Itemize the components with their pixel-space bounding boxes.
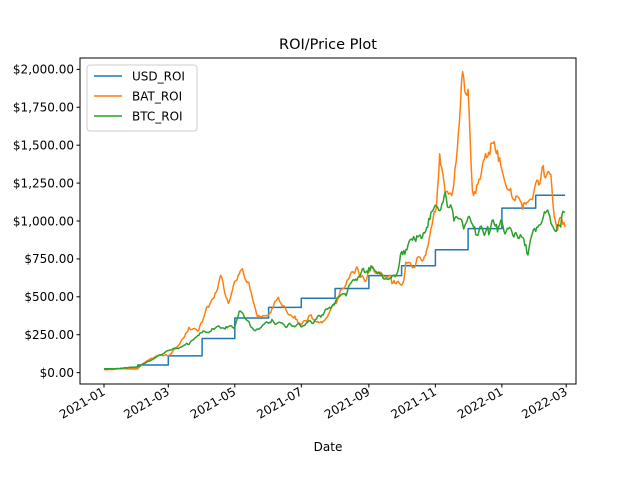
series-line-btc-roi xyxy=(104,191,566,370)
legend: USD_ROI BAT_ROI BTC_ROI xyxy=(86,64,198,132)
y-tick-label: $2,000.00 xyxy=(13,63,74,77)
legend-label: USD_ROI xyxy=(132,69,185,83)
x-tick-label: 2021-03 xyxy=(121,384,171,421)
series-line-usd-roi xyxy=(104,194,566,370)
y-tick-label: $750.00 xyxy=(24,252,74,266)
chart-title: ROI/Price Plot xyxy=(279,37,377,53)
y-tick-label: $0.00 xyxy=(40,366,74,380)
x-tick-label: 2022-01 xyxy=(455,384,505,421)
y-tick-label: $1,500.00 xyxy=(13,138,74,152)
x-tick-label: 2021-07 xyxy=(254,384,304,421)
y-tick-label: $1,250.00 xyxy=(13,176,74,190)
x-tick-label: 2021-11 xyxy=(388,384,438,421)
x-axis-label: Date xyxy=(314,440,343,454)
y-tick-label: $1,750.00 xyxy=(13,101,74,115)
y-tick-label: $250.00 xyxy=(24,328,74,342)
legend-label: BTC_ROI xyxy=(132,109,183,123)
x-tick-label: 2022-03 xyxy=(519,384,569,421)
x-tick-label: 2021-05 xyxy=(188,384,238,421)
legend-box xyxy=(86,64,198,132)
y-tick-label: $500.00 xyxy=(24,290,74,304)
y-tick-label: $1,000.00 xyxy=(13,214,74,228)
y-axis: $0.00 $250.00 $500.00 $750.00 $1,000.00 $1,25… xyxy=(13,63,80,380)
series-layer xyxy=(104,70,566,371)
x-axis: 2021-01 2021-03 2021-05 2021-07 2021-09 2021-… xyxy=(57,384,570,422)
x-tick-label: 2021-09 xyxy=(322,384,372,421)
x-tick-label: 2021-01 xyxy=(57,384,107,421)
legend-label: BAT_ROI xyxy=(132,89,182,103)
